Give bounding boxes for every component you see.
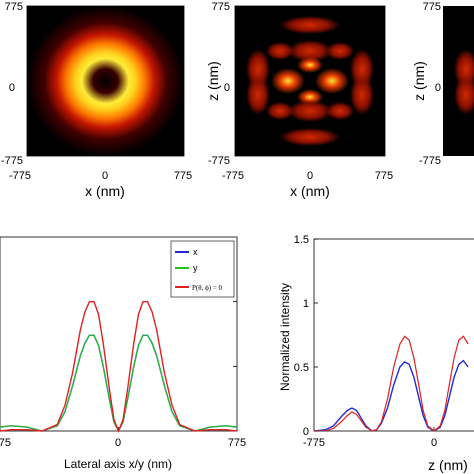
- xz-lobe-4: [315, 68, 349, 94]
- xz-heatmap-frame: [234, 5, 386, 157]
- legend-label-p: P(θ, ϕ) = 0: [192, 284, 223, 292]
- xy-x-tick-right: 775: [174, 170, 192, 182]
- xz-heatmap-lobes: [246, 16, 374, 146]
- axial-profile-panel: 0 0.5 1 1.5 -775 0 Normalized intensity …: [278, 234, 474, 473]
- xz-lobe-15: [280, 128, 340, 146]
- xz-lobe-7: [288, 100, 332, 122]
- yz-y-tick-top: 775: [423, 1, 441, 13]
- lateral-x-axis-label: Lateral axis x/y (nm): [64, 457, 172, 471]
- lateral-x-tick-mid: 0: [115, 437, 121, 449]
- xz-lobe-1: [266, 42, 294, 60]
- legend-label-x: x: [193, 247, 198, 257]
- xz-x-tick-mid: 0: [307, 170, 313, 182]
- xz-heatmap-panel: 775 0 -775 z (nm) -775 0 775 x (nm): [205, 1, 393, 199]
- xz-y-tick-mid: 0: [224, 82, 230, 94]
- xz-lobe-12: [246, 75, 270, 115]
- yz-y-tick-bottom: -775: [419, 155, 441, 167]
- legend-label-y: y: [193, 263, 198, 273]
- xz-center-null: [304, 75, 316, 87]
- axial-series-lines: [314, 335, 469, 431]
- lateral-x-tick-left: -775: [0, 437, 11, 449]
- xz-y-tick-top: 775: [212, 1, 230, 13]
- lateral-series-line-2: [0, 301, 238, 433]
- xz-x-tick-right: 775: [375, 170, 393, 182]
- yz-heatmap-lobes: [454, 49, 474, 115]
- axial-y-tick-0: 0: [303, 426, 309, 438]
- xz-x-axis-label: x (nm): [290, 183, 330, 199]
- axial-y-tick-1: 1: [303, 298, 309, 310]
- axial-y-axis-label: Normalized intensity: [278, 283, 292, 391]
- axial-series-line-1: [314, 335, 469, 431]
- xy-heatmap-image: [26, 5, 185, 157]
- axial-y-tick-0.5: 0.5: [294, 362, 309, 374]
- axial-x-tick-mid: 0: [431, 437, 437, 449]
- xz-lobe-3: [271, 68, 305, 94]
- yz-heatmap-panel: 775 0 -775 z (nm): [411, 1, 474, 167]
- xz-lobe-14: [280, 16, 340, 34]
- xy-y-tick-mid: 0: [9, 82, 15, 94]
- axial-x-axis-label: z (nm): [428, 457, 468, 473]
- lateral-profile-panel: -775 0 775 Lateral axis x/y (nm) x y P(θ…: [0, 236, 246, 471]
- xz-lobe-2: [326, 42, 354, 60]
- yz-lobe-12: [454, 75, 474, 115]
- xz-lobe-5: [297, 57, 323, 73]
- yz-y-axis-label: z (nm): [411, 61, 427, 101]
- lateral-legend: x y P(θ, ϕ) = 0: [170, 240, 235, 298]
- xz-y-axis-label: z (nm): [205, 61, 221, 101]
- xy-x-tick-left: -775: [9, 170, 31, 182]
- xy-y-tick-top: 775: [5, 1, 23, 13]
- axial-plot-frame: [313, 238, 474, 432]
- xy-y-tick-bottom: -775: [1, 155, 23, 167]
- xy-x-tick-mid: 0: [102, 170, 108, 182]
- axial-series-line-0: [314, 359, 469, 431]
- xz-lobe-8: [266, 102, 294, 120]
- yz-y-tick-mid: 0: [435, 82, 441, 94]
- xz-y-tick-bottom: -775: [208, 155, 230, 167]
- axial-y-tick-1.5: 1.5: [294, 234, 309, 246]
- lateral-x-tick-right: 775: [228, 437, 246, 449]
- axial-x-tick-left: -775: [303, 437, 325, 449]
- xz-lobe-0: [288, 40, 332, 62]
- xy-heatmap-panel: 775 0 -775 -775 0 775 x (nm): [1, 1, 192, 199]
- lateral-series-lines: [0, 301, 238, 433]
- xz-x-tick-left: -775: [222, 170, 244, 182]
- xz-lobe-13: [350, 75, 374, 115]
- xy-x-axis-label: x (nm): [85, 183, 125, 199]
- xz-lobe-9: [326, 102, 354, 120]
